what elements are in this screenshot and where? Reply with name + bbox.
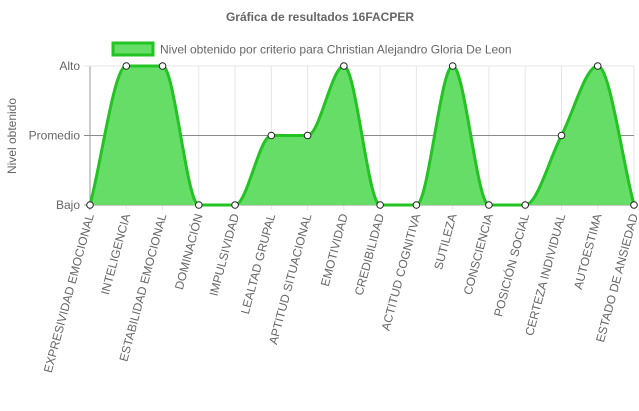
data-point — [340, 62, 348, 70]
data-points — [86, 62, 638, 209]
data-point — [448, 62, 457, 70]
y-tick-labels: Bajo Promedio Alto — [29, 59, 81, 212]
x-tick-label: SUTILEZA — [431, 212, 459, 271]
data-point — [521, 201, 530, 209]
x-tick-label: CREDIBILIDAD — [352, 212, 387, 297]
data-point — [86, 201, 94, 209]
legend-swatch — [111, 41, 155, 57]
x-tick-label: INTELIGENCIA — [98, 212, 133, 296]
y-axis-label: Nivel obtenido — [5, 98, 19, 174]
data-point — [593, 62, 602, 70]
x-tick-label: LEALTAD GRUPAL — [238, 212, 278, 316]
chart-legend[interactable]: Nivel obtenido por criterio para Christi… — [111, 41, 512, 57]
data-point — [376, 201, 384, 209]
x-tick-label: DOMINACIÓN — [171, 212, 206, 291]
data-point — [557, 131, 566, 140]
y-tick-label: Promedio — [29, 129, 81, 143]
x-tick-label: IMPULSIVIDAD — [207, 212, 243, 298]
chart-title: Gráfica de resultados 16FACPER — [226, 10, 414, 24]
data-point — [195, 201, 203, 209]
data-point — [630, 201, 638, 209]
data-point — [412, 201, 421, 209]
series-line — [88, 64, 636, 207]
data-point — [267, 131, 276, 140]
data-point — [485, 201, 493, 209]
data-point — [158, 62, 167, 70]
x-tick-label: EXPRESIVIDAD EMOCIONAL — [41, 212, 97, 374]
x-tick-labels: EXPRESIVIDAD EMOCIONAL INTELIGENCIAESTABI… — [41, 212, 639, 375]
data-point — [231, 201, 239, 209]
x-tick-label: ACTITUD COGNITIVA — [379, 212, 424, 332]
x-tick-label: CONSCIENCIA — [461, 212, 496, 296]
x-tick-label: CERTEZA INDIVIDUAL — [522, 212, 568, 337]
x-tick-label: AUTOESTIMA — [571, 212, 605, 291]
data-point — [303, 131, 312, 140]
y-tick-label: Bajo — [56, 198, 80, 212]
x-tick-label: POSICIÓN SOCIAL — [490, 212, 532, 319]
x-tick-label: EMOTIVIDAD — [318, 212, 351, 288]
y-tick-label: Alto — [59, 59, 80, 73]
legend-label: Nivel obtenido por criterio para Christi… — [160, 43, 512, 57]
data-point — [122, 62, 131, 70]
